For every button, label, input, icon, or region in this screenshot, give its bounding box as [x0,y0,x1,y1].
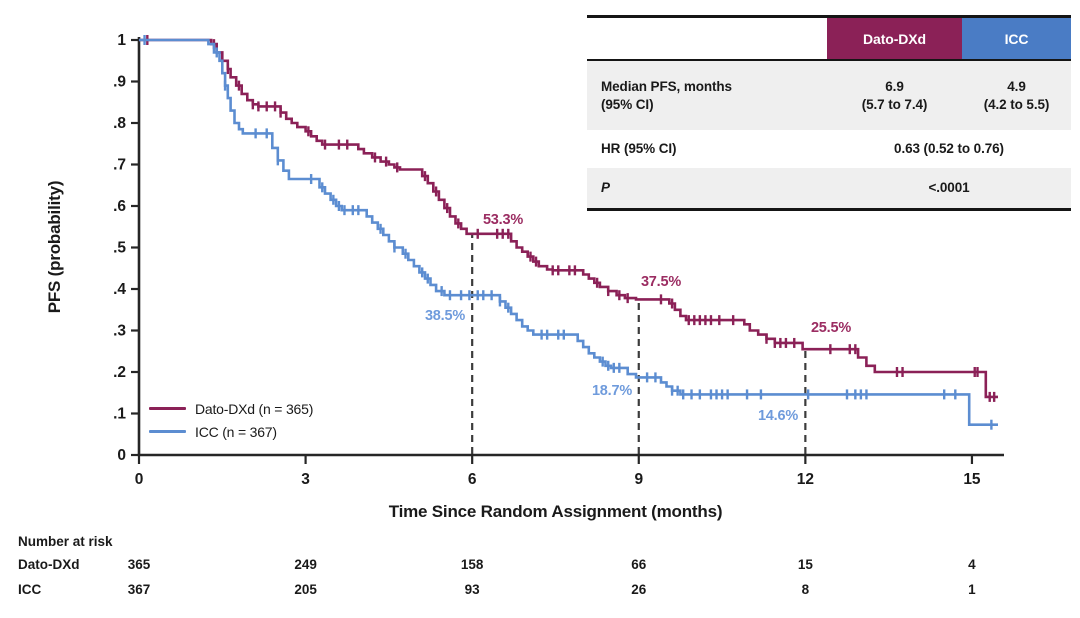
y-tick-label: .5 [113,240,126,257]
median-dato-ci: (5.7 to 7.4) [861,96,928,112]
median-pfs-row: Median PFS, months (95% CI) 6.9 (5.7 to … [587,61,1071,130]
header-icc-cell: ICC [962,18,1071,59]
rate-annotation-icc-m6: 38.5% [424,308,466,324]
at-risk-value: 205 [294,582,317,597]
y-tick-label: .9 [113,74,126,91]
y-tick-label: .1 [113,406,126,423]
median-icc-line1: 4.9 [1007,78,1026,94]
median-icc-value: 4.9 (4.2 to 5.5) [962,78,1071,113]
legend-item-icc: ICC (n = 367) [149,420,313,443]
number-at-risk-title: Number at risk [18,534,113,549]
at-risk-value: 66 [631,557,647,572]
icc-line-swatch [149,430,186,433]
legend: Dato-DXd (n = 365) ICC (n = 367) [149,397,313,443]
legend-label-icc: ICC (n = 367) [195,423,277,440]
y-tick-label: .3 [113,323,126,340]
rate-annotation-icc-m9: 18.7% [591,383,633,399]
x-tick-label: 3 [301,471,310,488]
rate-annotation-dato-dxd-m12: 25.5% [810,320,852,336]
y-tick-label: .8 [113,115,126,132]
x-tick-label: 6 [468,471,477,488]
y-axis-title: PFS (probability) [45,180,64,314]
results-table: Dato-DXd ICC Median PFS, months (95% CI)… [587,15,1071,211]
legend-item-dato: Dato-DXd (n = 365) [149,397,313,420]
at-risk-value: 367 [127,582,151,597]
median-dato-value: 6.9 (5.7 to 7.4) [827,78,962,113]
hr-row: HR (95% CI) 0.63 (0.52 to 0.76) [587,130,1071,168]
y-tick-label: 0 [117,447,126,464]
rate-annotation-dato-dxd-m9: 37.5% [640,274,682,290]
y-tick-label: .4 [113,281,126,298]
hr-label: HR (95% CI) [601,141,677,157]
median-label-line2: (95% CI) [601,96,654,112]
x-axis-title: Time Since Random Assignment (months) [388,502,723,521]
at-risk-value: 26 [631,582,647,597]
x-tick-label: 15 [963,471,981,488]
header-dato-cell: Dato-DXd [827,18,962,59]
at-risk-label-icc: ICC [18,582,42,597]
rate-annotation-icc-m12: 14.6% [757,408,799,424]
p-label: P [601,180,610,196]
median-pfs-label: Median PFS, months (95% CI) [587,78,827,113]
p-value-row: P <.0001 [587,168,1071,208]
y-tick-label: .7 [113,157,126,174]
median-icc-ci: (4.2 to 5.5) [983,96,1050,112]
p-value: <.0001 [928,180,970,196]
at-risk-value: 1 [968,582,976,597]
x-tick-label: 0 [135,471,144,488]
dato-line-swatch [149,407,186,410]
median-label-line1: Median PFS, months [601,78,732,94]
y-tick-label: .6 [113,198,126,215]
at-risk-value: 158 [460,557,484,572]
x-tick-label: 9 [634,471,643,488]
rate-annotation-dato-dxd-m6: 53.3% [482,212,524,228]
x-tick-label: 12 [797,471,814,488]
results-table-header: Dato-DXd ICC [587,18,1071,61]
icc-curve [139,38,998,426]
at-risk-value: 249 [294,557,317,572]
hr-value: 0.63 (0.52 to 0.76) [894,141,1004,157]
legend-label-dato: Dato-DXd (n = 365) [195,400,314,417]
at-risk-value: 8 [801,582,810,597]
at-risk-value: 15 [797,557,813,572]
at-risk-value: 4 [968,557,976,572]
at-risk-value: 93 [464,582,480,597]
at-risk-value: 365 [127,557,151,572]
median-dato-line1: 6.9 [885,78,904,94]
y-tick-label: 1 [117,32,126,49]
y-tick-label: .2 [113,364,126,381]
at-risk-label-dato: Dato-DXd [18,557,80,572]
header-empty-cell [587,18,827,59]
